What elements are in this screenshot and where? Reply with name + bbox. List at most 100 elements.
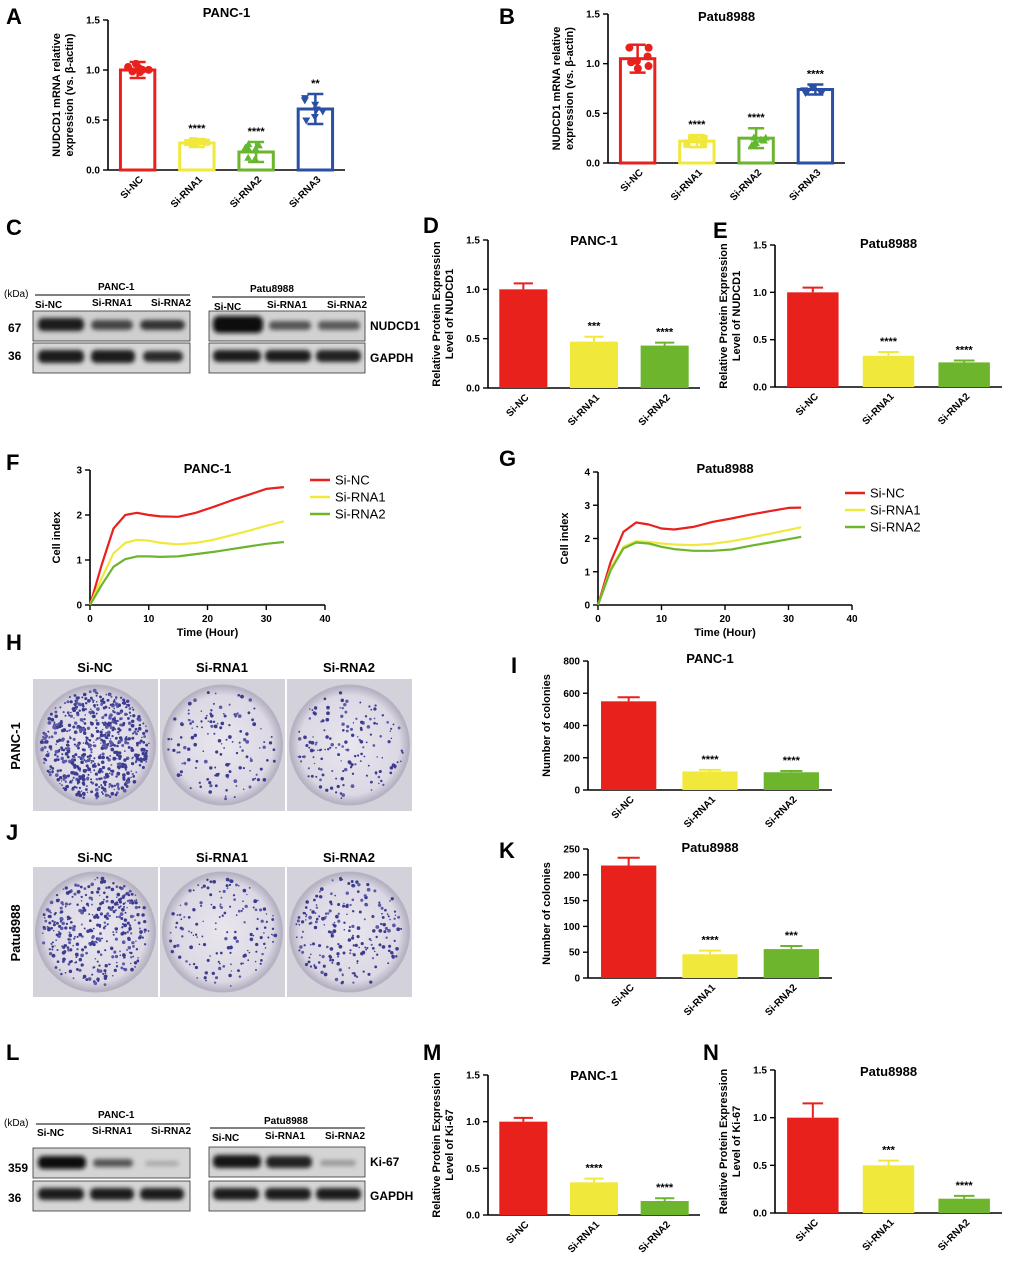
colony	[72, 925, 74, 927]
colony	[134, 919, 136, 921]
colony	[46, 769, 50, 773]
colony	[89, 708, 92, 711]
colony	[319, 954, 321, 957]
x-tick-label: Si-RNA1	[566, 1219, 602, 1255]
colony	[206, 691, 210, 695]
colony	[300, 936, 303, 939]
colony	[215, 773, 220, 777]
colony	[337, 919, 341, 923]
colony	[128, 901, 132, 905]
colony	[268, 741, 273, 745]
colony	[220, 721, 225, 726]
colony	[68, 926, 72, 930]
colony	[226, 776, 229, 779]
colony	[105, 731, 108, 735]
colony	[393, 917, 396, 920]
colony	[53, 731, 58, 735]
colony	[245, 755, 249, 759]
colony	[44, 919, 48, 923]
colony	[341, 973, 344, 976]
colony-row-label: Patu8988	[8, 904, 23, 961]
colony	[98, 964, 101, 967]
colony	[349, 903, 352, 907]
colony	[374, 965, 378, 969]
significance-label: ****	[956, 1180, 974, 1192]
colony	[119, 723, 123, 727]
colony	[381, 912, 383, 915]
colony	[187, 712, 190, 715]
wb-title-left: PANC-1	[98, 1110, 135, 1121]
colony	[115, 775, 118, 778]
colony	[122, 788, 127, 793]
colony-col-label: Si-NC	[77, 850, 113, 865]
data-point	[749, 133, 758, 141]
colony	[387, 928, 391, 933]
colony	[384, 926, 388, 931]
colony	[187, 709, 190, 712]
colony	[304, 912, 307, 915]
colony	[91, 973, 94, 976]
colony	[125, 784, 129, 788]
colony	[95, 701, 98, 703]
wb-title-right: Patu8988	[250, 284, 294, 295]
colony	[112, 881, 115, 885]
colony	[82, 769, 86, 773]
colony	[301, 950, 305, 954]
colony	[47, 716, 52, 721]
colony	[255, 968, 257, 971]
colony	[238, 975, 242, 978]
colony	[229, 905, 232, 908]
colony	[55, 723, 59, 726]
colony	[325, 788, 329, 792]
colony	[59, 916, 64, 921]
colony	[295, 923, 298, 926]
significance-label: ***	[882, 1145, 896, 1157]
colony	[53, 758, 58, 762]
colony	[73, 717, 75, 719]
colony	[208, 790, 212, 794]
colony	[113, 950, 117, 954]
colony	[369, 980, 373, 984]
colony	[196, 936, 198, 938]
colony	[300, 920, 305, 924]
data-point	[698, 136, 706, 144]
colony	[234, 930, 237, 934]
colony	[109, 754, 112, 757]
colony	[114, 736, 118, 740]
colony	[112, 756, 117, 761]
x-tick-label: Si-NC	[794, 391, 821, 418]
colony	[344, 740, 348, 744]
colony	[57, 722, 60, 725]
colony	[101, 728, 104, 731]
colony	[205, 714, 208, 717]
colony	[351, 772, 355, 775]
colony	[73, 892, 77, 896]
colony	[66, 700, 70, 704]
colony	[319, 887, 324, 891]
colony	[187, 718, 190, 721]
colony	[203, 759, 208, 764]
colony	[141, 751, 145, 756]
colony	[210, 709, 213, 712]
colony	[70, 761, 75, 765]
colony	[265, 920, 268, 923]
colony	[240, 694, 244, 699]
colony	[214, 928, 217, 931]
x-tick-label: Si-NC	[619, 167, 646, 194]
colony	[133, 899, 136, 902]
colony	[81, 702, 85, 706]
colony	[69, 700, 73, 704]
colony	[228, 723, 231, 727]
colony	[115, 782, 120, 787]
colony	[350, 784, 355, 788]
colony	[310, 740, 315, 745]
colony	[116, 771, 121, 776]
colony	[88, 739, 92, 742]
colony	[214, 766, 217, 769]
colony	[59, 783, 61, 785]
colony	[98, 925, 102, 928]
colony	[137, 717, 142, 722]
colony	[189, 945, 194, 950]
colony	[86, 759, 89, 761]
colony	[61, 729, 65, 733]
